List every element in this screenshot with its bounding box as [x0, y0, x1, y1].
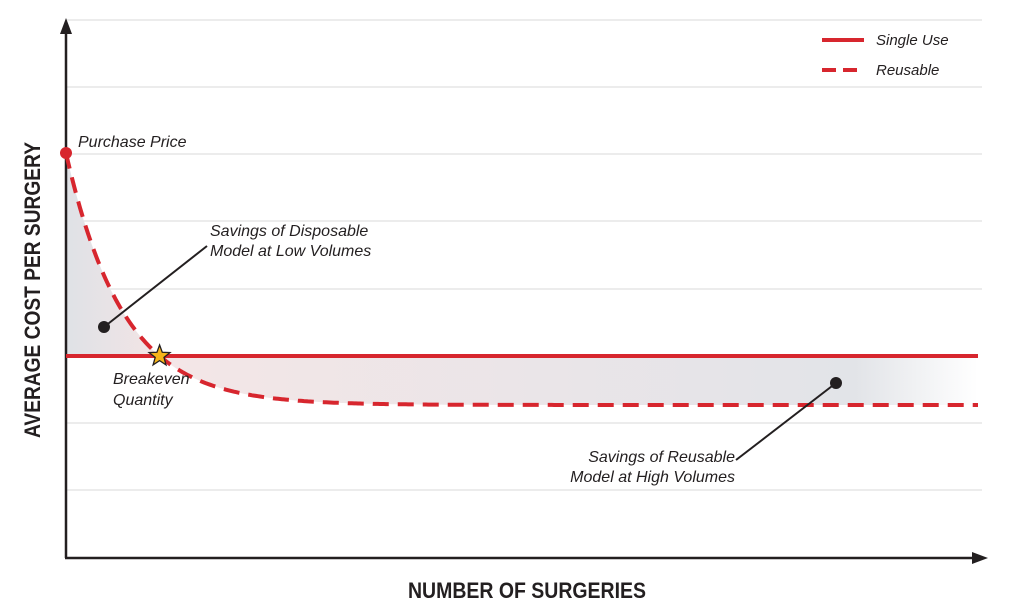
legend-label-single-use: Single Use — [876, 32, 949, 49]
legend: Single Use Reusable — [822, 32, 949, 79]
callout-dot-high-volume — [830, 377, 842, 389]
breakeven-star-icon — [147, 343, 172, 367]
savings-high-volume-label-line2: Model at High Volumes — [570, 469, 735, 486]
savings-low-volume-label-line2: Model at Low Volumes — [210, 243, 371, 260]
legend-label-reusable: Reusable — [876, 62, 939, 79]
purchase-price-point — [60, 147, 72, 159]
savings-low-volume-label-line1: Savings of Disposable — [210, 223, 368, 240]
callout-leader-low-volume — [103, 245, 208, 328]
gridlines — [66, 19, 982, 491]
x-axis-title: NUMBER OF SURGERIES — [408, 578, 646, 603]
x-axis-arrow — [972, 552, 988, 564]
purchase-price-label: Purchase Price — [78, 134, 187, 151]
savings-region-high-volume — [159, 356, 979, 405]
breakeven-label-line1: Breakeven — [113, 371, 190, 388]
callout-leader-high-volume — [735, 382, 837, 461]
callout-dot-low-volume — [98, 321, 110, 333]
breakeven-label-line2: Quantity — [113, 392, 174, 409]
y-axis-arrow — [60, 18, 72, 34]
savings-high-volume-label-line1: Savings of Reusable — [588, 449, 735, 466]
series-line-reusable — [64, 152, 978, 407]
y-axis-title: AVERAGE COST PER SURGERY — [20, 142, 45, 438]
savings-region-low-volume — [66, 153, 160, 356]
